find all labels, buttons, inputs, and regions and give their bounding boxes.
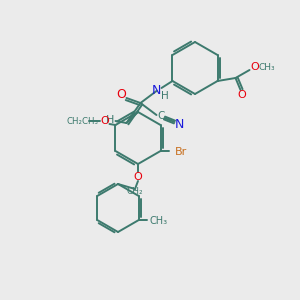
- Text: O: O: [100, 116, 109, 126]
- Text: O: O: [250, 62, 259, 72]
- Text: CH₃: CH₃: [150, 216, 168, 226]
- Text: O: O: [237, 90, 246, 100]
- Text: H: H: [106, 115, 115, 125]
- Text: O: O: [116, 88, 126, 101]
- Text: N: N: [175, 118, 184, 131]
- Text: O: O: [134, 172, 142, 182]
- Text: C: C: [158, 111, 165, 121]
- Text: CH₂CH₃: CH₂CH₃: [67, 116, 98, 125]
- Text: Br: Br: [174, 147, 187, 157]
- Text: H: H: [160, 91, 168, 101]
- Text: N: N: [152, 85, 161, 98]
- Text: CH₂: CH₂: [127, 188, 143, 196]
- Text: CH₃: CH₃: [258, 62, 275, 71]
